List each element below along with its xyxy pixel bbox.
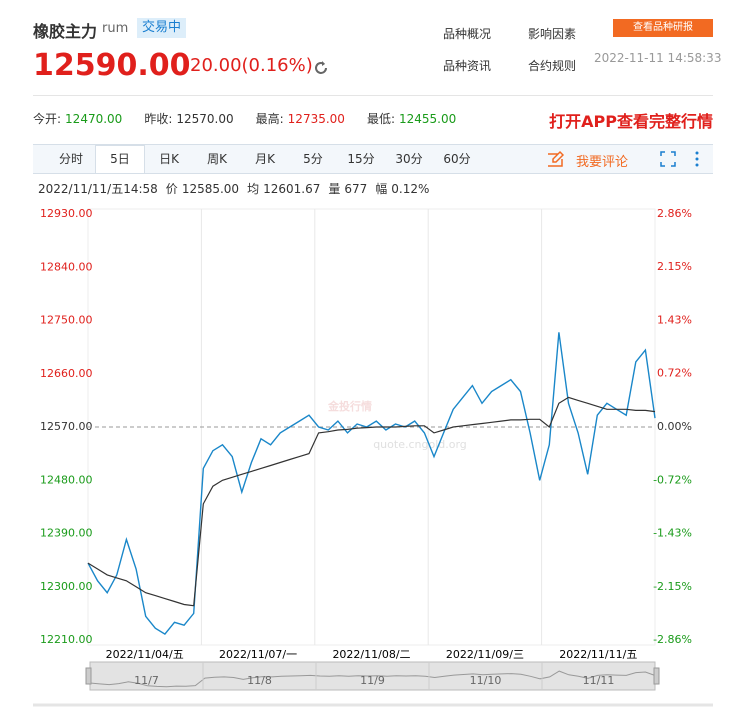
status-label: 量 [328, 182, 341, 196]
navigator-handle [85, 667, 92, 685]
tab[interactable]: 15分 [347, 152, 375, 166]
quote-label: 昨收: [144, 112, 173, 126]
status-label: 均 [247, 182, 260, 196]
app-link[interactable]: 打开APP查看完整行情 [549, 112, 713, 131]
y2-tick-label: 2.86% [657, 207, 692, 220]
quote-bar: 今开: 12470.00 昨收: 12570.00 最高: 12735.00 最低: 1245… [33, 110, 478, 127]
status-badge: 交易中 [137, 18, 187, 38]
y2-tick-label: -2.86% [653, 633, 692, 646]
y-tick-label: 12480.00 [40, 473, 93, 486]
quote-label: 今开: [33, 112, 62, 126]
y-tick-label: 12300.00 [40, 580, 93, 593]
navigator-label: 11/7 [134, 674, 159, 687]
navigator-label: 11/9 [360, 674, 385, 687]
tab[interactable]: 60分 [443, 152, 471, 166]
status-value: 12585.00 [181, 182, 240, 196]
watermark: quote.cngold.org [373, 438, 467, 451]
price-change: 20.00(0.16%) [190, 55, 313, 76]
quote-label: 最高: [255, 112, 284, 126]
nav-link[interactable]: 品种资讯 [443, 59, 492, 73]
chart: 金投行情 quote.cngold.org 12930.00 12840.00 12… [33, 207, 713, 707]
y2-tick-label: 2.15% [657, 260, 692, 273]
status-value: 12601.67 [263, 182, 321, 196]
navigator-label: 11/8 [247, 674, 272, 687]
watermark: 金投行情 [327, 399, 372, 413]
tab[interactable]: 月K [255, 152, 275, 166]
quote-value: 12455.00 [398, 112, 457, 126]
y2-tick-label: 0.72% [657, 366, 692, 379]
y-tick-label: 12930.00 [40, 207, 93, 220]
average-line [87, 396, 656, 607]
nav-link[interactable]: 品种概况 [443, 27, 492, 41]
instrument-name: 橡胶主力 [33, 22, 98, 41]
tab-bar: 分时 5日 日K 周K 月K 5分 15分 30分 60分 我要评论 [33, 144, 713, 174]
status-line: 2022/11/11/五14:58 价 12585.00 均 12601.67 量 677 幅… [38, 180, 429, 197]
navigator-label: 11/11 [583, 674, 615, 687]
navigator-label: 11/10 [470, 674, 502, 687]
timestamp: 2022-11-11 14:58:33 [594, 51, 722, 65]
tab[interactable]: 日K [159, 152, 179, 166]
x-tick-label: 2022/11/08/二 [332, 648, 410, 661]
quote-value: 12570.00 [176, 112, 234, 126]
price-line [87, 332, 656, 636]
tab[interactable]: 30分 [395, 152, 423, 166]
x-tick-label: 2022/11/09/三 [446, 648, 524, 661]
status-value: 0.12% [391, 182, 430, 196]
toolbar-icons[interactable] [660, 151, 710, 167]
status-label: 幅 [375, 182, 388, 196]
y2-tick-label: 0.00% [657, 420, 692, 433]
comment-button[interactable]: 我要评论 [576, 155, 629, 170]
status-time: 2022/11/11/五14:58 [38, 182, 158, 196]
navigator-handle [653, 667, 660, 685]
y-tick-label: 12660.00 [40, 367, 93, 380]
y2-tick-label: -2.15% [653, 580, 692, 593]
navigator-line [89, 670, 656, 688]
nav-link[interactable]: 合约规则 [528, 59, 577, 73]
instrument-code: rum [102, 21, 129, 36]
y-tick-label: 12390.00 [40, 527, 93, 540]
tab-list: 分时 5日 日K 周K 月K 5分 15分 30分 60分 [47, 145, 481, 173]
status-label: 价 [165, 182, 178, 196]
y2-tick-label: -0.72% [653, 474, 692, 487]
quote-value: 12735.00 [287, 112, 345, 126]
tab[interactable]: 5日 [95, 145, 145, 173]
divider [33, 95, 713, 96]
refresh-icon[interactable] [312, 59, 330, 77]
nav-link[interactable]: 影响因素 [528, 27, 577, 41]
tab[interactable]: 分时 [58, 152, 83, 166]
y-tick-label: 12210.00 [40, 633, 93, 646]
quote-value: 12470.00 [65, 112, 123, 126]
report-button[interactable]: 查看品种研报 [613, 19, 713, 37]
tab[interactable]: 周K [207, 152, 227, 166]
x-tick-label: 2022/11/07/一 [219, 648, 297, 661]
quote-label: 最低: [366, 112, 395, 126]
tab[interactable]: 5分 [303, 152, 323, 166]
y-tick-label: 12750.00 [40, 314, 93, 327]
x-tick-label: 2022/11/04/五 [106, 648, 184, 661]
y-tick-label: 12570.00 [40, 420, 93, 433]
x-tick-label: 2022/11/11/五 [559, 648, 637, 661]
last-price: 12590.00 [33, 48, 191, 83]
y2-tick-label: 1.43% [657, 314, 692, 327]
status-value: 677 [344, 182, 368, 196]
y-tick-label: 12840.00 [40, 260, 93, 273]
comment-icon[interactable] [546, 150, 564, 168]
y2-tick-label: -1.43% [653, 527, 692, 540]
